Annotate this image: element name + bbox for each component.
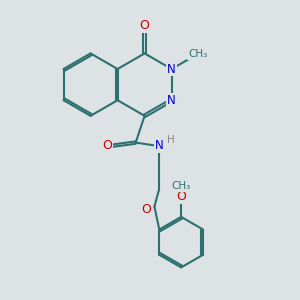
Text: CH₃: CH₃ [188, 49, 208, 59]
Text: N: N [154, 139, 163, 152]
Text: O: O [141, 203, 151, 216]
Text: CH₃: CH₃ [172, 181, 191, 191]
Text: O: O [103, 139, 112, 152]
Text: O: O [140, 19, 149, 32]
Text: N: N [167, 62, 176, 76]
Text: O: O [176, 190, 186, 202]
Text: N: N [167, 94, 176, 107]
Text: H: H [167, 135, 174, 145]
